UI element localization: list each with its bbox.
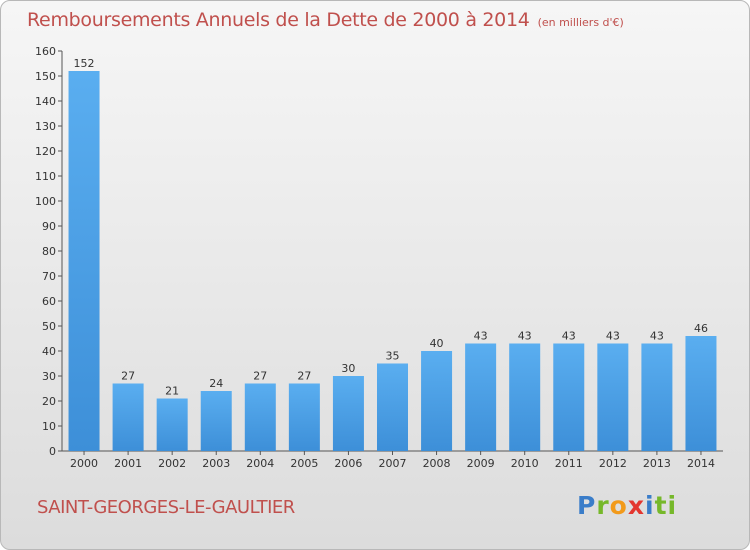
y-tick-label: 80: [42, 245, 56, 258]
data-label: 152: [74, 57, 95, 70]
x-tick-label: 2010: [511, 457, 539, 470]
proxiti-logo: Proxiti: [577, 491, 677, 520]
bar: [553, 343, 585, 451]
x-tick-label: 2000: [70, 457, 98, 470]
data-label: 43: [474, 330, 488, 343]
bar: [112, 383, 144, 451]
y-tick-label: 140: [35, 95, 56, 108]
bar: [200, 391, 232, 451]
data-label: 30: [341, 362, 355, 375]
x-tick-label: 2013: [643, 457, 671, 470]
data-label: 35: [386, 350, 400, 363]
x-tick-label: 2005: [290, 457, 318, 470]
x-tick-label: 2008: [423, 457, 451, 470]
y-tick-label: 150: [35, 70, 56, 83]
y-tick-label: 100: [35, 195, 56, 208]
y-tick-label: 70: [42, 270, 56, 283]
data-label: 24: [209, 377, 223, 390]
x-tick-label: 2004: [246, 457, 274, 470]
x-tick-label: 2006: [334, 457, 362, 470]
logo-letter: ti: [654, 491, 678, 520]
data-label: 46: [694, 322, 708, 335]
y-tick-label: 20: [42, 395, 56, 408]
y-tick-label: 60: [42, 295, 56, 308]
chart-title: Remboursements Annuels de la Dette de 20…: [27, 9, 624, 31]
y-tick-label: 110: [35, 170, 56, 183]
bar: [68, 71, 100, 451]
bar: [332, 376, 364, 451]
data-label: 43: [650, 330, 664, 343]
logo-letter: o: [609, 491, 628, 520]
x-tick-label: 2001: [114, 457, 142, 470]
bar: [685, 336, 717, 451]
bar: [377, 363, 408, 451]
y-tick-label: 0: [49, 445, 56, 458]
logo-letter: i: [645, 491, 655, 520]
data-label: 40: [430, 337, 444, 350]
data-label: 27: [121, 370, 135, 383]
x-tick-label: 2003: [202, 457, 230, 470]
bar: [156, 398, 188, 451]
logo-letter: P: [577, 491, 597, 520]
logo-letter: r: [596, 491, 610, 520]
bar: [288, 383, 320, 451]
logo-letter: x: [627, 491, 645, 520]
bar: [641, 343, 673, 451]
x-tick-label: 2002: [158, 457, 186, 470]
data-label: 43: [562, 330, 576, 343]
y-tick-label: 30: [42, 370, 56, 383]
y-tick-label: 10: [42, 420, 56, 433]
data-label: 21: [165, 385, 179, 398]
bar: [244, 383, 276, 451]
y-tick-label: 120: [35, 145, 56, 158]
y-tick-label: 160: [35, 45, 56, 58]
y-tick-label: 90: [42, 220, 56, 233]
chart-title-text: Remboursements Annuels de la Dette de 20…: [27, 9, 530, 31]
data-label: 43: [518, 330, 532, 343]
data-label: 27: [253, 370, 267, 383]
x-tick-label: 2012: [599, 457, 627, 470]
y-tick-label: 50: [42, 320, 56, 333]
y-tick-label: 40: [42, 345, 56, 358]
x-tick-label: 2014: [687, 457, 715, 470]
bar: [465, 343, 497, 451]
chart-unit-note: (en milliers d'€): [537, 16, 624, 29]
y-tick-label: 130: [35, 120, 56, 133]
x-tick-label: 2011: [555, 457, 583, 470]
bar: [421, 351, 453, 451]
x-tick-label: 2007: [379, 457, 407, 470]
commune-name: SAINT-GEORGES-LE-GAULTIER: [37, 497, 295, 518]
bar: [597, 343, 629, 451]
x-tick-label: 2009: [467, 457, 495, 470]
data-label: 43: [606, 330, 620, 343]
data-label: 27: [297, 370, 311, 383]
bar: [509, 343, 541, 451]
